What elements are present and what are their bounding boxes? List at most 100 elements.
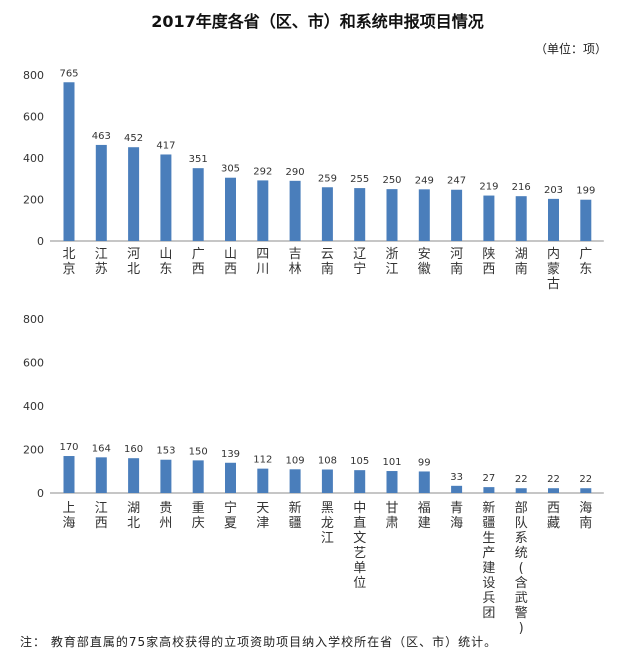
category-label: 河南 xyxy=(450,247,463,277)
data-label: 22 xyxy=(547,474,560,485)
category-label: 四川 xyxy=(256,247,269,277)
bar xyxy=(95,144,107,241)
category-label: 宁夏 xyxy=(224,500,237,531)
category-label: 山东 xyxy=(159,247,172,277)
data-label: 33 xyxy=(450,472,463,483)
data-label: 112 xyxy=(253,455,272,466)
y-tick-label: 800 xyxy=(23,313,44,326)
footnote: 注： 教育部直属的75家高校获得的立项资助项目纳入学校所在省（区、市）统计。 xyxy=(20,635,498,649)
category-label: 甘肃 xyxy=(385,501,398,531)
bar xyxy=(257,468,269,493)
chart-panel-bottom: 0 200 400 600 800 170 上海 164 江西 160 湖北 153 贵州 150 重庆 13… xyxy=(23,313,604,636)
data-label: 255 xyxy=(350,174,369,185)
bar xyxy=(580,488,592,493)
bar xyxy=(63,82,75,241)
data-label: 139 xyxy=(221,449,240,460)
bar xyxy=(451,189,463,241)
category-label: 新疆 xyxy=(289,500,302,531)
bar xyxy=(451,485,463,493)
y-tick-label: 200 xyxy=(23,194,44,207)
category-label: 中直文艺单位 xyxy=(353,501,366,591)
data-label: 203 xyxy=(544,185,563,196)
data-label: 219 xyxy=(479,182,498,193)
bar xyxy=(95,457,107,493)
bar xyxy=(386,471,398,493)
y-tick-label: 0 xyxy=(37,235,44,248)
bar xyxy=(160,154,172,241)
category-label: 青海 xyxy=(450,501,463,531)
category-label: 辽宁 xyxy=(353,247,366,277)
data-label: 164 xyxy=(92,443,111,454)
data-label: 199 xyxy=(576,186,595,197)
data-label: 417 xyxy=(156,140,175,151)
data-label: 105 xyxy=(350,456,369,467)
data-label: 452 xyxy=(124,133,143,144)
y-tick-label: 600 xyxy=(23,357,44,370)
category-label: 黑龙江 xyxy=(321,501,334,546)
category-label: 内蒙古 xyxy=(547,246,560,292)
category-label: 陕西 xyxy=(482,247,495,277)
data-label: 250 xyxy=(382,175,401,186)
category-label: 江西 xyxy=(95,501,108,531)
category-label: 贵州 xyxy=(159,501,172,531)
bar xyxy=(354,188,366,241)
data-label: 99 xyxy=(418,457,431,468)
category-label: 西藏 xyxy=(547,501,560,531)
data-label: 170 xyxy=(59,442,78,453)
bar xyxy=(192,460,204,493)
category-label: 吉林 xyxy=(289,247,302,277)
category-label: 广西 xyxy=(192,247,205,277)
data-label: 22 xyxy=(579,474,592,485)
category-label: 福建 xyxy=(418,501,431,531)
category-label: 浙江 xyxy=(385,247,398,277)
category-label: 上海 xyxy=(62,501,75,531)
bar xyxy=(160,459,172,493)
data-label: 153 xyxy=(156,446,175,457)
category-label: 湖南 xyxy=(515,247,528,277)
data-label: 305 xyxy=(221,164,240,175)
unit-label: （单位：项） xyxy=(534,42,607,56)
data-label: 249 xyxy=(415,175,434,186)
bar xyxy=(321,469,333,493)
data-label: 216 xyxy=(512,182,531,193)
bar xyxy=(128,458,140,493)
bar xyxy=(386,189,398,241)
data-label: 101 xyxy=(382,457,401,468)
category-label: 云南 xyxy=(321,247,334,277)
data-label: 463 xyxy=(92,131,111,142)
data-label: 290 xyxy=(286,167,305,178)
category-label: 山西 xyxy=(224,247,237,277)
bar xyxy=(289,469,301,493)
y-tick-label: 600 xyxy=(23,111,44,124)
bar xyxy=(321,187,333,241)
bar xyxy=(225,462,236,493)
chart-panel-top: 0 200 400 600 800 765 北京 463 江苏 452 河北 417 山东 351 广西 30… xyxy=(23,68,604,292)
bar xyxy=(257,180,269,241)
data-label: 351 xyxy=(189,154,208,165)
bar xyxy=(483,487,495,493)
category-label: 江苏 xyxy=(95,247,108,277)
category-label: 新疆生产建设兵团 xyxy=(482,500,495,621)
y-tick-label: 0 xyxy=(37,487,44,500)
data-label: 259 xyxy=(318,173,337,184)
data-label: 247 xyxy=(447,176,466,187)
bar xyxy=(354,470,366,493)
data-label: 109 xyxy=(286,455,305,466)
y-tick-label: 800 xyxy=(23,69,44,82)
category-label: 部队系统(含武警) xyxy=(515,501,528,636)
bar xyxy=(192,168,204,241)
data-label: 22 xyxy=(515,474,528,485)
category-label: 广东 xyxy=(579,247,592,277)
chart-title: 2017年度各省（区、市）和系统申报项目情况 xyxy=(151,12,484,31)
bar xyxy=(515,488,527,493)
data-label: 765 xyxy=(59,68,78,79)
bar xyxy=(289,180,301,241)
bar xyxy=(580,199,592,241)
bar xyxy=(515,196,527,241)
category-label: 湖北 xyxy=(127,501,140,531)
y-tick-label: 400 xyxy=(23,400,44,413)
category-label: 北京 xyxy=(62,247,75,277)
y-tick-label: 200 xyxy=(23,444,44,457)
category-label: 海南 xyxy=(579,501,592,531)
category-label: 天津 xyxy=(256,501,269,531)
